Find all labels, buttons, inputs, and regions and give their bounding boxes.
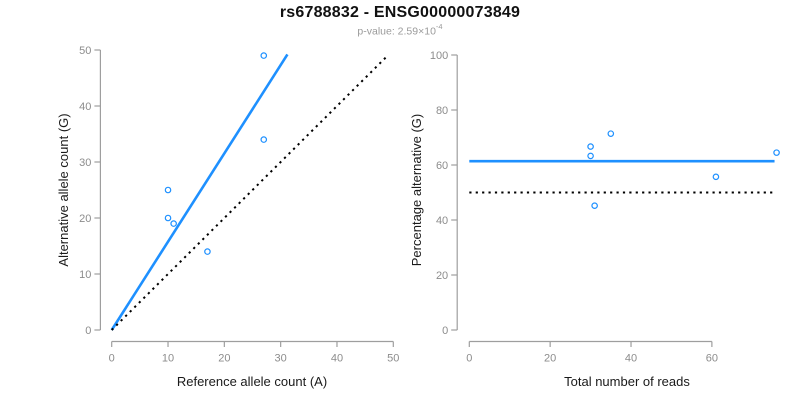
y-tick-label: 80 [436, 105, 448, 117]
data-point [164, 214, 172, 222]
data-point [170, 220, 177, 227]
x-tick-label: 10 [162, 353, 174, 365]
p-value-exponent: -4 [435, 22, 443, 31]
y-tick-label: 20 [436, 270, 448, 282]
x-tick-label: 50 [387, 353, 399, 365]
y-tick-label: 10 [79, 269, 91, 281]
data-point [260, 52, 268, 59]
data-point [260, 136, 268, 143]
x-tick-label: 30 [275, 353, 287, 365]
x-tick-label: 20 [544, 353, 556, 365]
data-point [587, 152, 594, 160]
data-point [591, 202, 598, 210]
page-title: rs6788832 - ENSG00000073849 [279, 4, 521, 21]
data-point [164, 186, 172, 194]
y-axis-title: Alternative allele count (G) [56, 113, 71, 266]
y-tick-label: 100 [430, 50, 448, 62]
y-tick-label: 40 [79, 101, 91, 113]
x-tick-label: 60 [706, 353, 718, 365]
y-tick-label: 0 [442, 325, 448, 337]
data-point [712, 173, 720, 181]
x-tick-label: 40 [331, 353, 343, 365]
y-tick-label: 20 [79, 213, 91, 225]
data-point [607, 130, 615, 137]
data-point [587, 143, 594, 150]
p-value-subtitle: p-value: 2.59×10-4 [0, 22, 800, 38]
fitted-allelic-ratio-line [110, 53, 289, 331]
x-tick-label: 0 [109, 353, 115, 365]
x-tick-label: 20 [218, 353, 230, 365]
x-tick-label: 0 [466, 353, 472, 365]
x-axis-title: Total number of reads [564, 374, 690, 389]
y-tick-label: 50 [79, 45, 91, 57]
y-tick-label: 0 [85, 325, 91, 337]
x-tick-label: 40 [625, 353, 637, 365]
x-axis-title: Reference allele count (A) [177, 374, 327, 389]
p-value-text: p-value: 2.59×10 [357, 25, 436, 38]
y-axis-title: Percentage alternative (G) [409, 114, 424, 266]
y-tick-label: 30 [79, 157, 91, 169]
y-tick-label: 40 [436, 215, 448, 227]
identity-line [110, 54, 389, 331]
data-point [773, 149, 780, 156]
y-tick-label: 60 [436, 160, 448, 172]
data-point [204, 248, 211, 255]
